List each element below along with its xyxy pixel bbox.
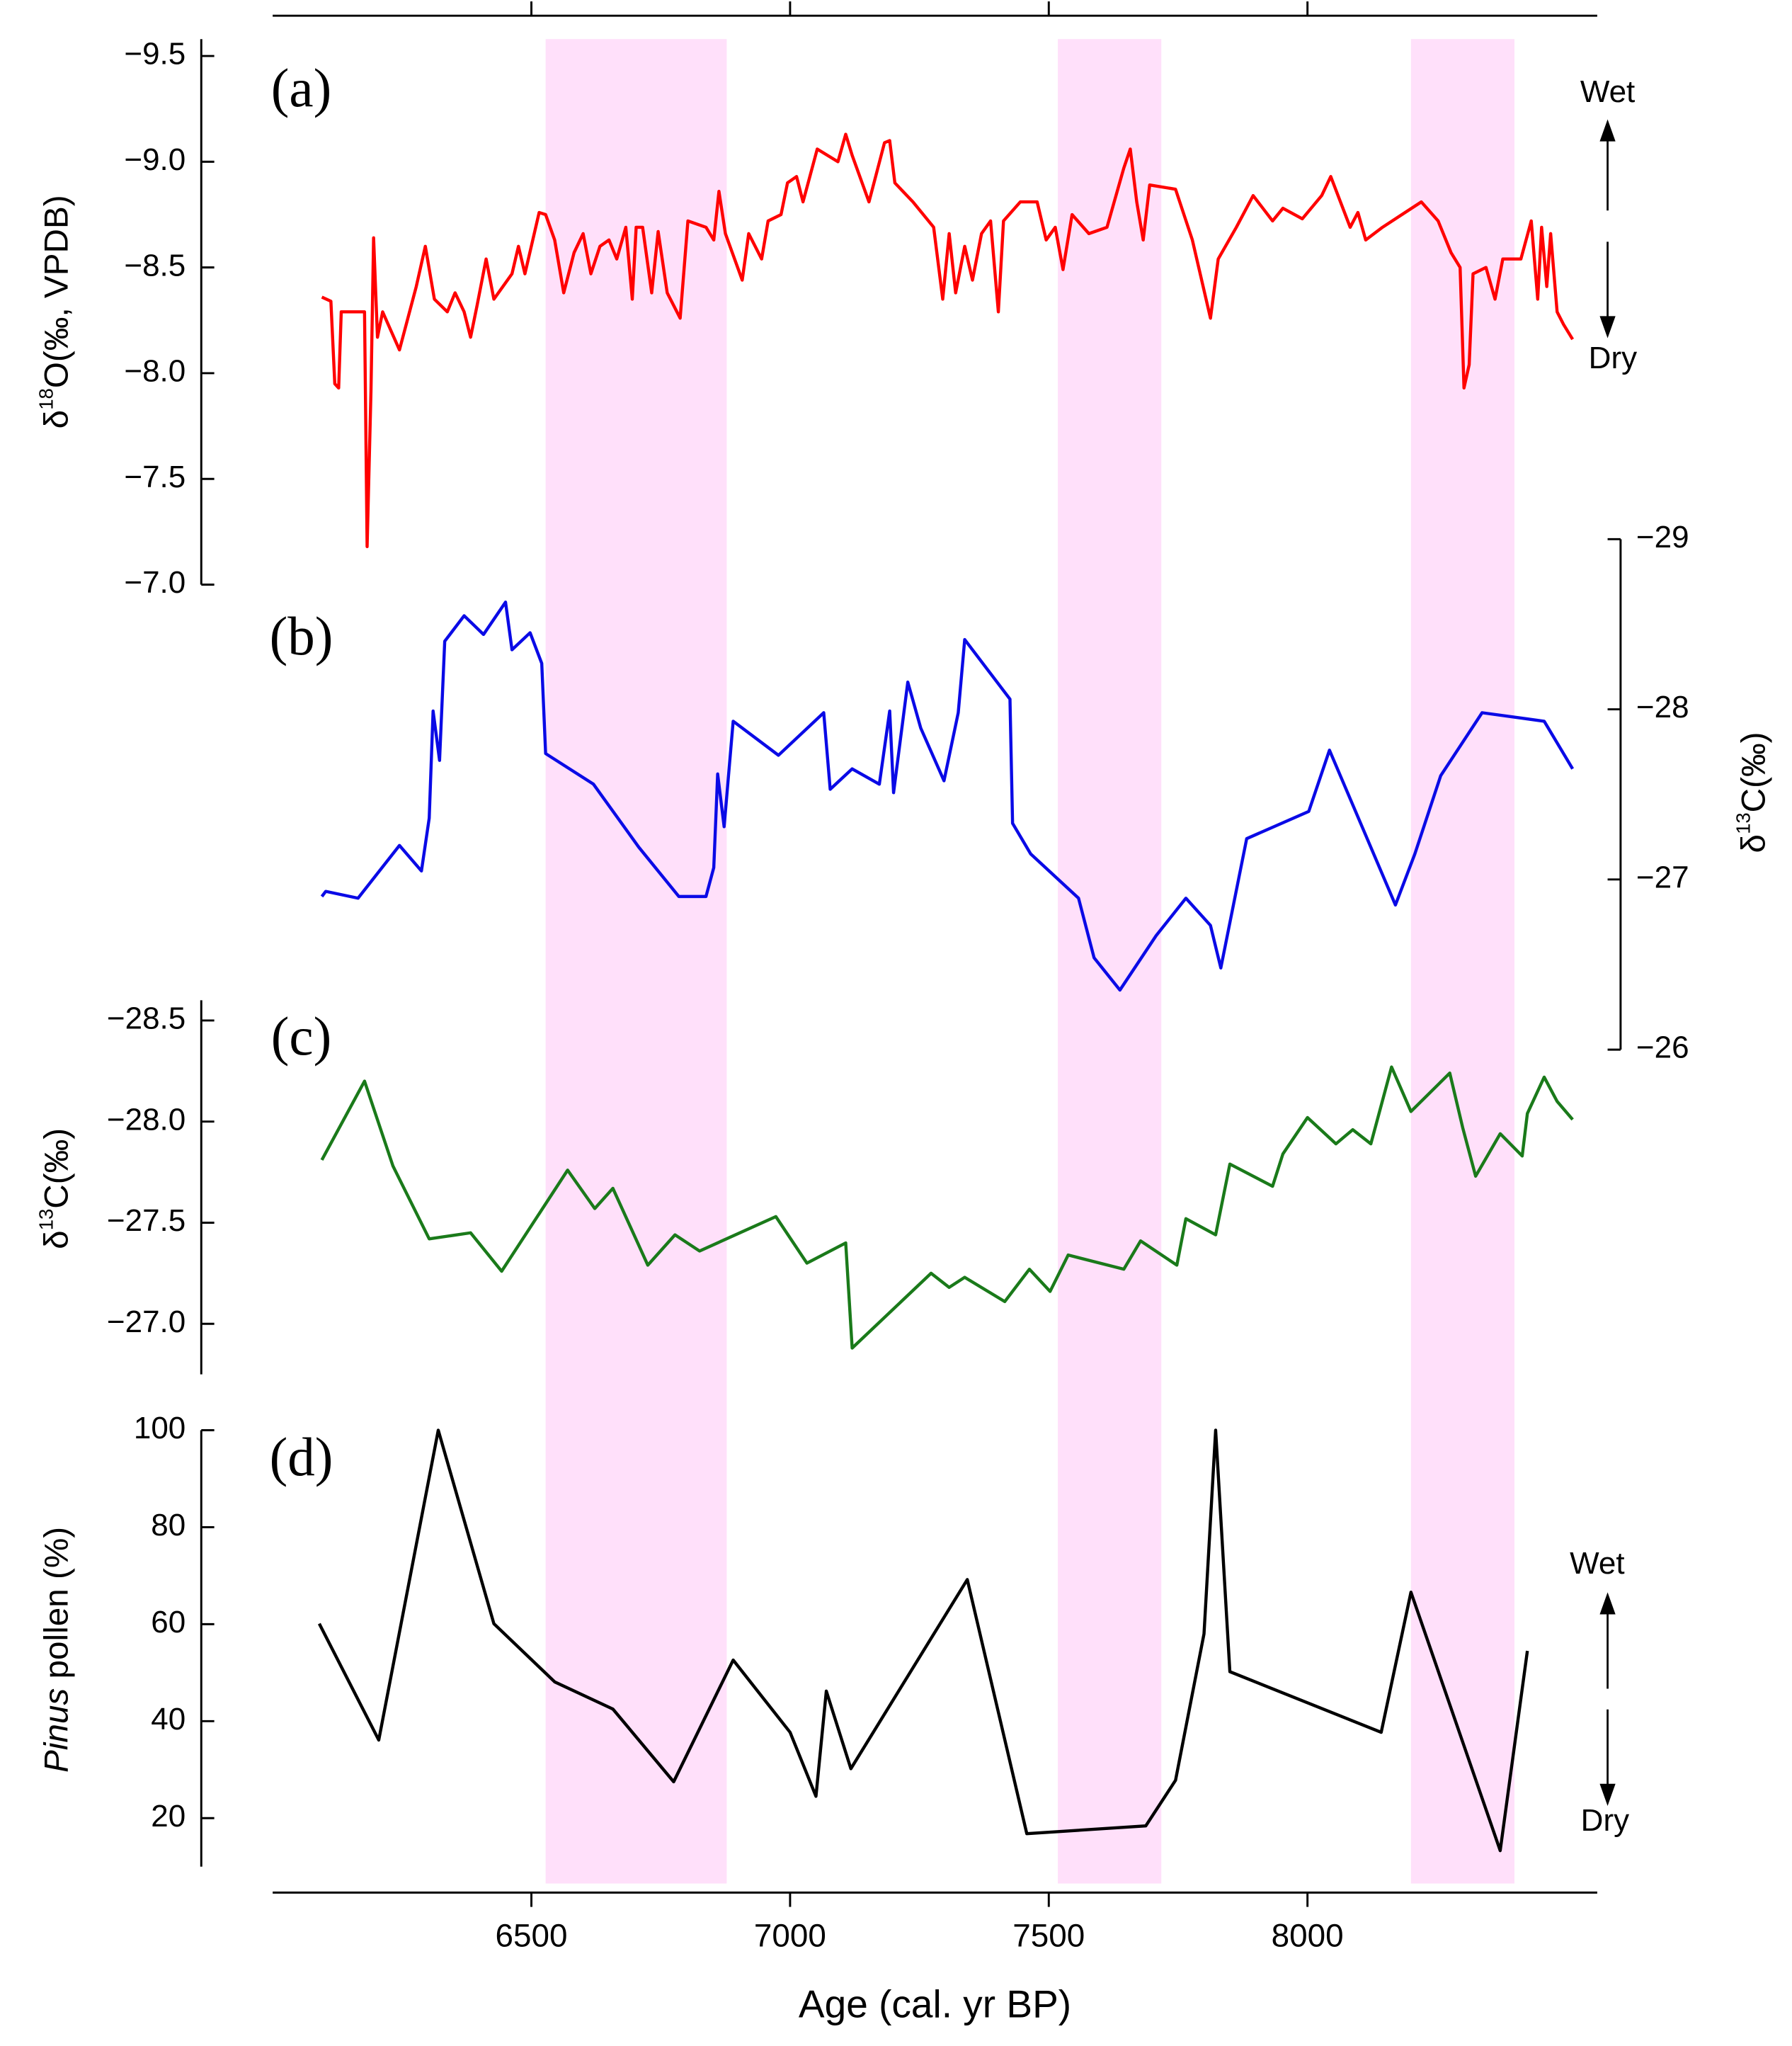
y-tick-label: −9.5	[124, 37, 186, 72]
y-tick-label: 20	[151, 1799, 186, 1834]
y-tick-label: −7.5	[124, 460, 186, 494]
y-tick-label: −8.5	[124, 248, 186, 283]
annotation: Dry	[1581, 1803, 1629, 1838]
y-tick-label: 100	[134, 1411, 186, 1445]
data-line	[320, 1065, 1574, 1350]
y-axis-title: δ13C(‰)	[35, 1128, 75, 1249]
y-axis-title-rest: O(‰, VPDB)	[38, 195, 75, 388]
panel-label: (d)	[270, 1426, 333, 1487]
data-line	[321, 132, 1575, 548]
data-line	[317, 1428, 1529, 1853]
x-tick-label: 7000	[754, 1917, 826, 1954]
y-tick-label: −9.0	[124, 142, 186, 177]
data-line	[320, 601, 1575, 992]
arrow-head	[1599, 1783, 1616, 1806]
y-axis-title: δ18O(‰, VPDB)	[35, 195, 75, 428]
y-axis-title-sup: 18	[35, 388, 57, 410]
y-tick-label: 40	[151, 1702, 186, 1737]
annotation: Wet	[1580, 74, 1635, 109]
panel-label: (a)	[271, 57, 331, 118]
shaded-band	[1058, 39, 1162, 1884]
panel-label: (b)	[270, 606, 333, 666]
y-axis-title-sup: 13	[35, 1209, 57, 1231]
y-tick-label: 80	[151, 1508, 186, 1542]
arrow-head	[1599, 1592, 1616, 1615]
y-axis-title: δ13C(‰)	[1732, 732, 1772, 853]
y-axis-title-italic: Pinus	[38, 1688, 75, 1773]
y-axis-title: Pinus pollen (%)	[38, 1527, 75, 1773]
y-axis-title-sup: 13	[1732, 812, 1754, 834]
y-tick-label: −29	[1636, 520, 1689, 555]
y-tick-label: −28	[1636, 690, 1689, 724]
x-tick-label: 8000	[1272, 1917, 1344, 1954]
y-axis-title-rest: pollen (%)	[38, 1527, 75, 1688]
y-tick-label: −27.5	[107, 1203, 186, 1238]
arrows	[1599, 119, 1616, 1806]
y-tick-label: −28.0	[107, 1102, 186, 1137]
shaded-band	[545, 39, 727, 1884]
y-axis-title-prefix: δ	[38, 1230, 75, 1249]
y-tick-label: −26	[1636, 1030, 1689, 1065]
y-tick-label: −7.0	[124, 565, 186, 600]
annotation: Wet	[1570, 1546, 1624, 1581]
y-tick-label: −8.0	[124, 354, 186, 389]
annotation: Dry	[1589, 341, 1637, 375]
y-axis-title-rest: C(‰)	[38, 1128, 75, 1209]
x-tick-label: 6500	[496, 1917, 568, 1954]
y-axis-title-rest: C(‰)	[1735, 732, 1772, 812]
y-tick-label: −28.5	[107, 1001, 186, 1036]
y-tick-label: 60	[151, 1605, 186, 1639]
x-tick-label: 7500	[1012, 1917, 1085, 1954]
x-axis-title: Age (cal. yr BP)	[799, 1982, 1071, 2025]
arrow-head	[1599, 316, 1616, 339]
arrow-head	[1599, 119, 1616, 142]
y-axis-title-prefix: δ	[38, 410, 75, 429]
y-tick-label: −27.0	[107, 1305, 186, 1339]
y-axis-title-prefix: δ	[1735, 834, 1772, 853]
shading-layer	[545, 39, 1514, 1884]
y-tick-label: −27	[1636, 860, 1689, 894]
panel-label: (c)	[271, 1006, 331, 1067]
